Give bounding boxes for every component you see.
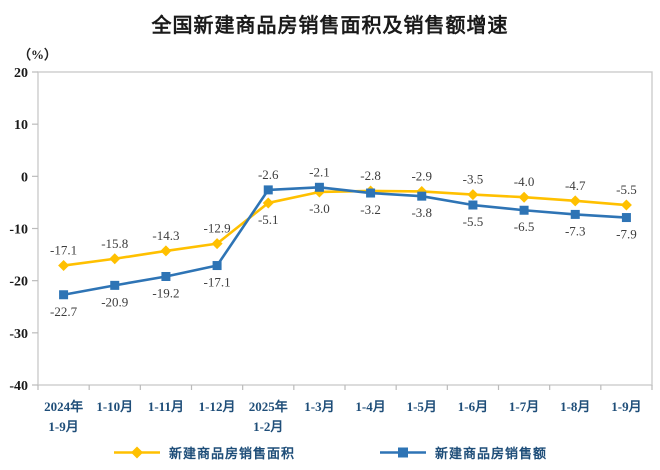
- plot-border: [37, 71, 653, 386]
- x-axis-category-label: 1-5月: [407, 399, 437, 414]
- series-0-marker-diamond: [467, 189, 479, 201]
- x-axis-category-label: 1-11月: [148, 399, 184, 414]
- legend-sales-amount-line-square-icon: [380, 447, 426, 458]
- series-0-marker-diamond: [211, 238, 223, 250]
- series-1-marker-square: [468, 200, 478, 210]
- series-1-data-label: -5.5: [463, 214, 484, 229]
- series-0-marker-diamond: [160, 245, 172, 257]
- series-line-0: [63, 189, 627, 267]
- series-0-data-label: -17.1: [50, 243, 77, 258]
- legend-sales-floor-space-line-diamond-icon: [113, 446, 160, 459]
- legend-item-sales-floor-space: 新建商品房销售面积: [113, 443, 295, 462]
- series-1-data-label: -17.1: [204, 275, 231, 290]
- series-1-marker-square: [366, 188, 376, 198]
- x-axis-category-label: 2024年: [44, 399, 83, 414]
- series-1-data-label: -7.3: [565, 223, 586, 238]
- series-1-data-label: -2.1: [309, 164, 330, 179]
- x-axis-category-label: 1-3月: [304, 399, 334, 414]
- series-1-data-label: -2.6: [258, 167, 279, 182]
- y-axis-unit-label: （%）: [18, 47, 58, 62]
- series-1-data-label: -22.7: [50, 304, 78, 319]
- series-0-marker-diamond: [569, 195, 581, 207]
- series-0-data-label: -2.8: [360, 168, 381, 183]
- y-axis-tick-label: 20: [14, 66, 28, 81]
- y-axis-tick-label: 10: [14, 118, 28, 133]
- y-axis-tick-label: -20: [9, 275, 28, 290]
- series-1-data-label: -3.8: [411, 205, 432, 220]
- series-1-marker-square: [59, 290, 69, 300]
- y-axis-tick-label: 0: [21, 170, 28, 185]
- x-axis-category-label: 1-9月: [611, 399, 641, 414]
- series-0-data-label: -5.1: [258, 212, 279, 227]
- series-1-marker-square: [417, 191, 427, 201]
- series-0-marker-diamond: [262, 197, 274, 209]
- chart-plot-area: 20 10 0 -10 -20 -30 -40 2024年 1-9月 1-10月 1-11月 1-12…: [9, 66, 653, 434]
- series-0-marker-diamond: [620, 199, 632, 211]
- series-1-marker-square: [161, 271, 171, 281]
- series-1-data-label: -3.2: [360, 202, 381, 217]
- legend-label-sales-amount: 新建商品房销售额: [435, 446, 548, 461]
- x-axis-category-label: 1-8月: [560, 399, 590, 414]
- series-1-marker-square: [621, 213, 631, 223]
- chart-legend: 新建商品房销售面积 新建商品房销售额: [0, 443, 660, 462]
- x-axis-category-label: 1-2月: [253, 419, 283, 434]
- x-axis-category-label: 1-7月: [509, 399, 539, 414]
- x-axis-category-label: 2025年: [249, 399, 288, 414]
- chart-title: 全国新建商品房销售面积及销售额增速: [151, 15, 509, 37]
- y-axis-tick-label: -10: [9, 223, 28, 238]
- series-1-marker-square: [314, 182, 324, 192]
- series-0-marker-diamond: [109, 253, 121, 265]
- x-axis-category-label: 1-10月: [96, 399, 133, 414]
- series-0-data-label: -12.9: [204, 221, 231, 236]
- series-0-data-label: -5.5: [616, 182, 637, 197]
- series-0-data-label: -3.0: [309, 201, 330, 216]
- series-line-1: [63, 185, 627, 297]
- series-1-marker-square: [110, 280, 120, 290]
- series-0-data-label: -14.3: [152, 228, 179, 243]
- x-axis-category-label: 1-12月: [199, 399, 236, 414]
- series-1-marker-square: [212, 261, 222, 271]
- series-1-data-label: -20.9: [101, 294, 128, 309]
- series-1-data-label: -6.5: [514, 219, 535, 234]
- series-0-data-label: -2.9: [411, 168, 432, 183]
- series-0-data-label: -4.0: [514, 174, 535, 189]
- x-axis-category-label: 1-4月: [355, 399, 385, 414]
- series-0-data-label: -4.7: [565, 178, 586, 193]
- series-0-marker-diamond: [58, 260, 70, 272]
- series-0-data-label: -15.8: [101, 236, 128, 251]
- series-1-data-label: -7.9: [616, 227, 637, 242]
- y-axis-tick-label: -30: [9, 327, 28, 342]
- x-axis-category-label: 1-6月: [458, 399, 488, 414]
- series-1-marker-square: [519, 205, 529, 215]
- series-0-data-label: -3.5: [463, 172, 484, 187]
- x-axis-category-label: 1-9月: [48, 419, 78, 434]
- y-axis-tick-label: -40: [9, 379, 28, 394]
- legend-item-sales-amount: 新建商品房销售额: [379, 443, 547, 462]
- series-1-data-label: -19.2: [152, 285, 179, 300]
- series-0-marker-diamond: [518, 191, 530, 203]
- series-1-marker-square: [263, 185, 273, 195]
- legend-label-sales-floor-space: 新建商品房销售面积: [168, 446, 295, 461]
- series-1-marker-square: [570, 209, 580, 219]
